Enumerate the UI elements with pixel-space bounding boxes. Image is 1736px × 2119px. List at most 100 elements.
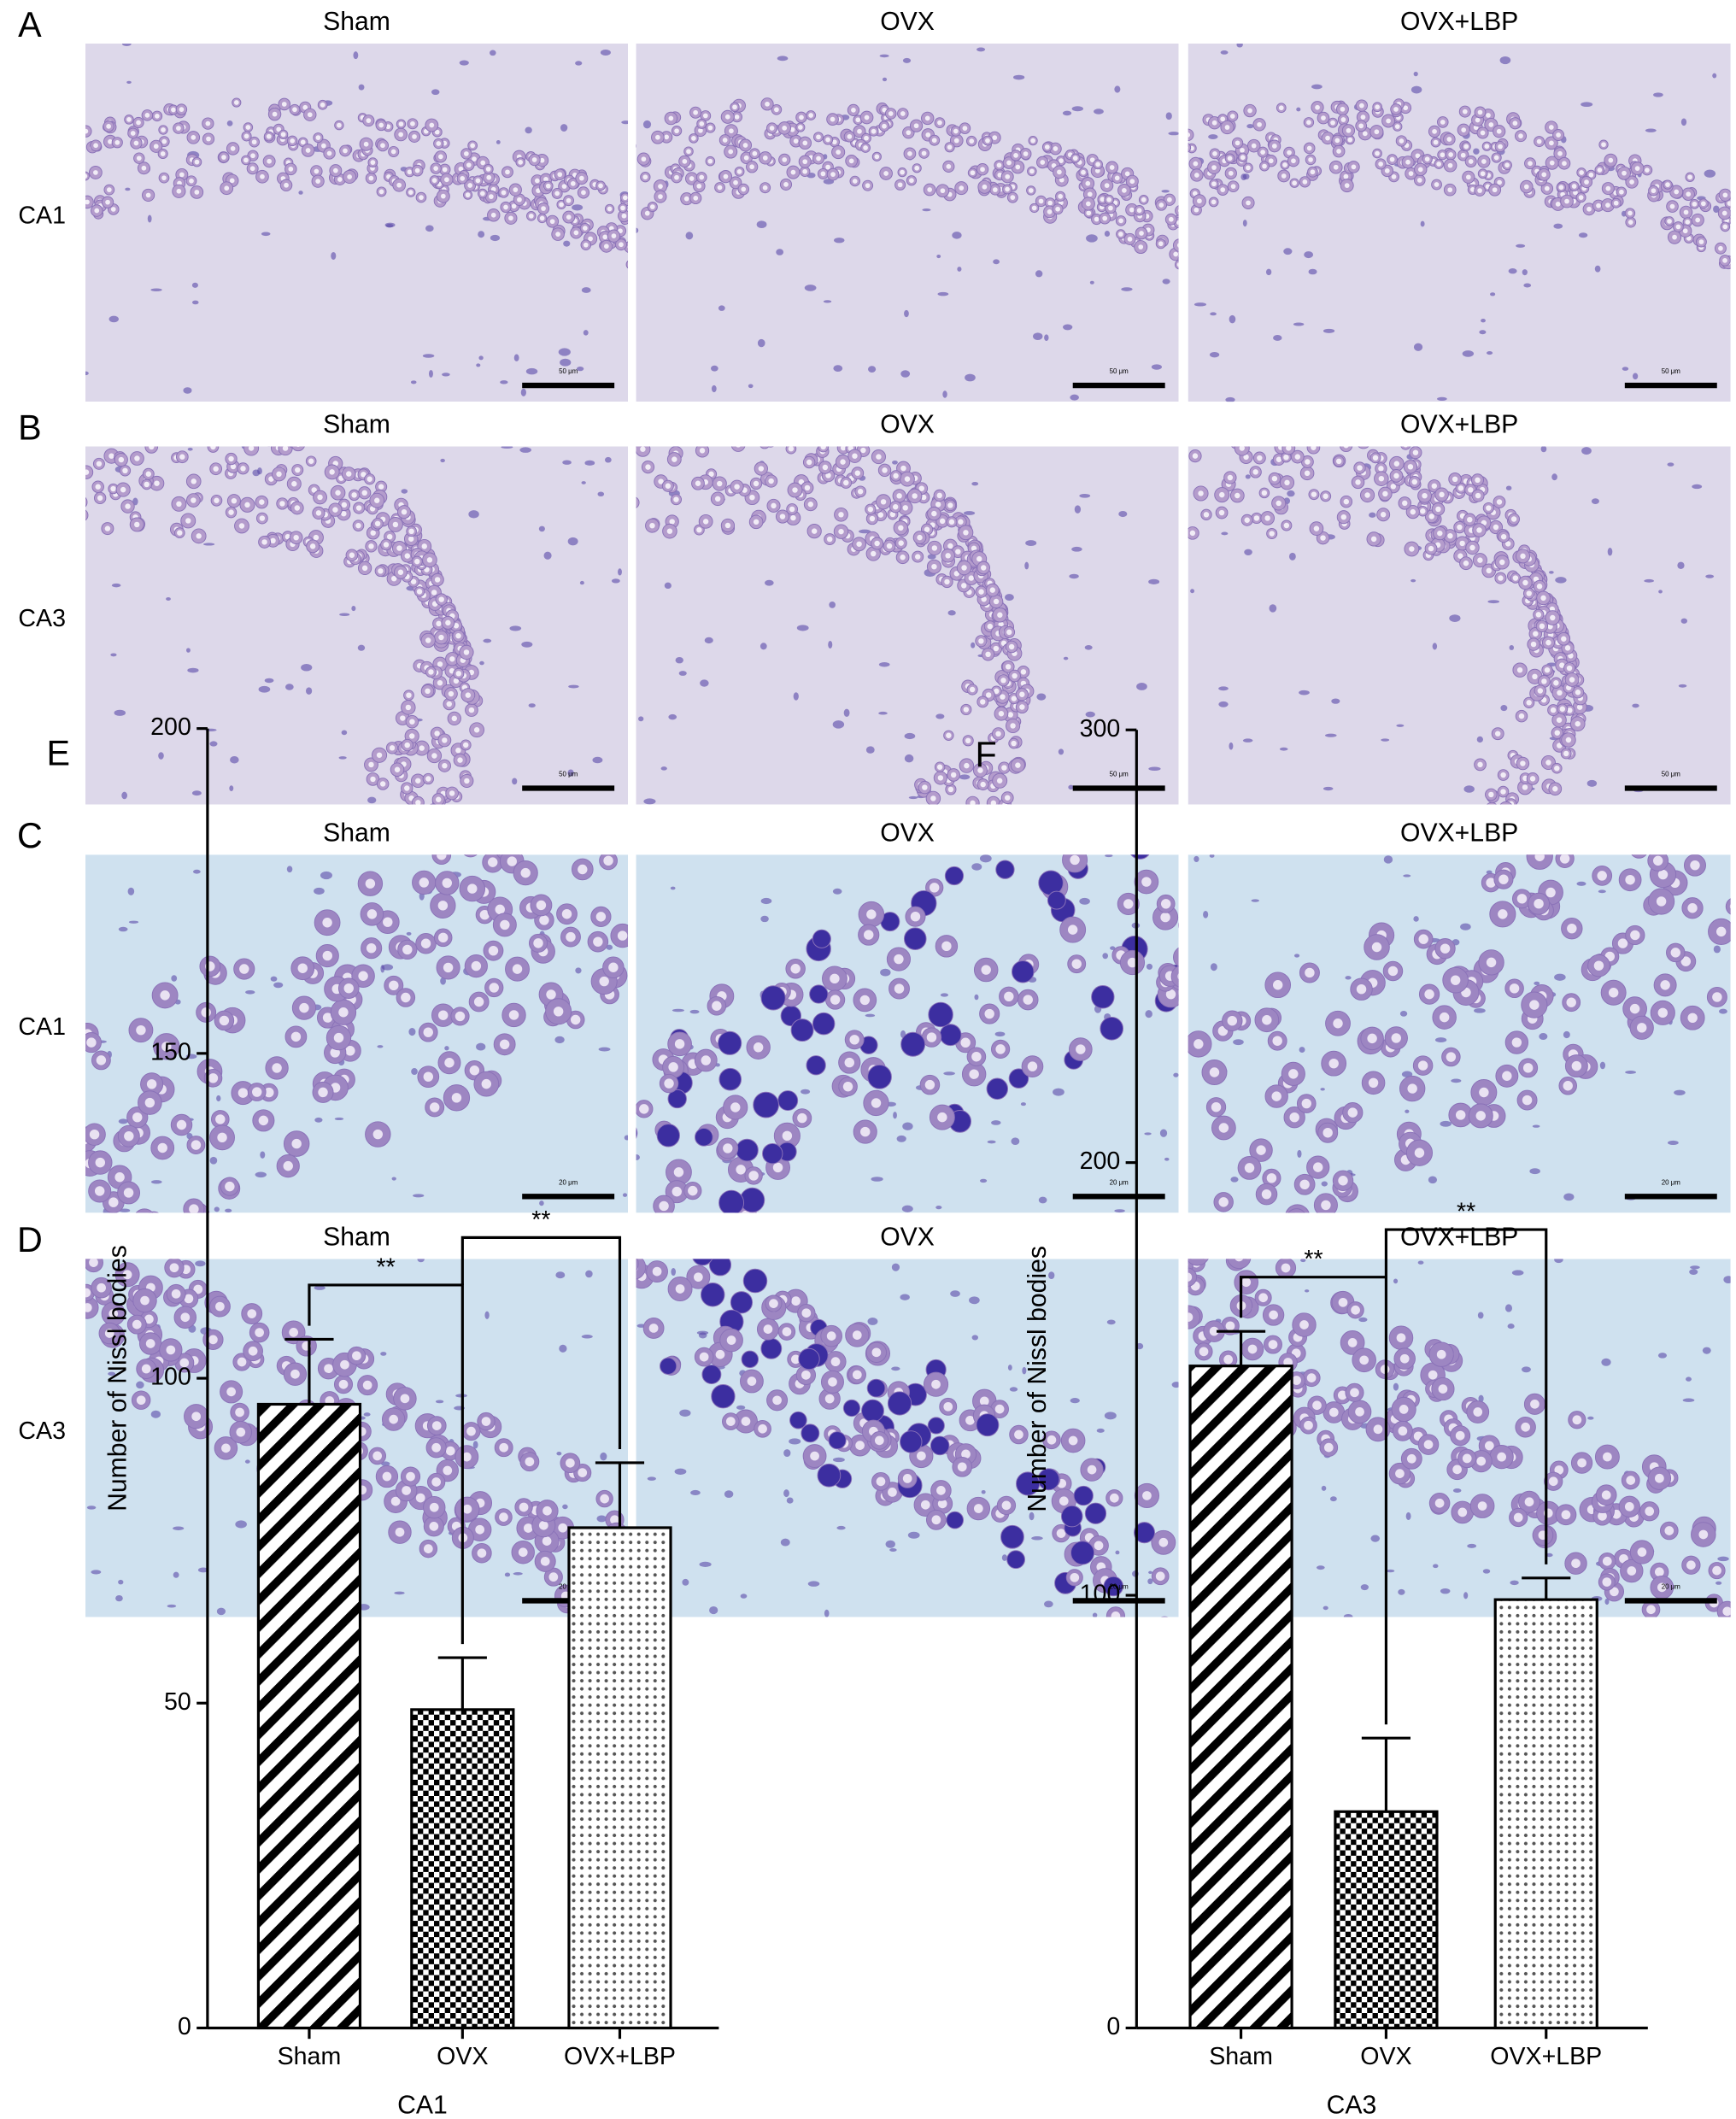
neuron <box>142 425 156 439</box>
nucleus <box>1006 160 1012 166</box>
nucleus <box>1104 183 1110 188</box>
nucleus <box>378 122 384 128</box>
nucleus <box>1701 201 1706 207</box>
glial-cell <box>1136 683 1147 690</box>
nucleus <box>280 132 286 138</box>
neuron <box>730 446 746 452</box>
nucleus <box>153 144 159 150</box>
nucleus <box>366 118 372 123</box>
glial-cell <box>110 653 117 657</box>
nucleus <box>673 496 679 502</box>
nucleus <box>1575 720 1581 727</box>
nucleus <box>1409 546 1415 552</box>
neuron <box>1047 890 1066 910</box>
neuron <box>903 927 927 951</box>
nucleus <box>763 435 768 440</box>
nucleus <box>314 168 320 174</box>
neuron <box>1227 410 1238 421</box>
nucleus <box>699 448 706 454</box>
nucleus <box>893 473 899 479</box>
nucleus <box>270 537 276 544</box>
neuron <box>1523 825 1537 839</box>
nucleus <box>860 1126 871 1137</box>
nucleus <box>536 900 547 911</box>
nucleus <box>1055 206 1060 212</box>
glial-cell <box>1505 485 1512 490</box>
nucleus <box>797 1112 807 1124</box>
glial-cell <box>150 288 162 291</box>
nucleus <box>945 553 951 559</box>
glial-cell <box>298 191 303 195</box>
nucleus <box>1705 813 1715 822</box>
nucleus <box>155 113 160 119</box>
glial-cell <box>191 300 199 305</box>
glial-cell <box>1599 1061 1606 1070</box>
nucleus <box>900 111 906 116</box>
glial-cell <box>636 227 639 233</box>
nucleus <box>742 143 748 148</box>
glial-cell <box>1712 73 1717 79</box>
glial-cell <box>435 1400 444 1404</box>
nucleus <box>859 995 871 1006</box>
nucleus <box>948 519 955 525</box>
nucleus <box>807 502 814 508</box>
nucleus <box>668 115 674 121</box>
nucleus <box>1271 144 1277 149</box>
nucleus <box>689 176 695 181</box>
glial-cell <box>1033 332 1043 340</box>
nucleus <box>863 145 868 150</box>
nucleus <box>762 185 768 191</box>
nucleus <box>1306 120 1311 126</box>
neuron <box>135 1208 154 1213</box>
nucleus <box>479 191 485 197</box>
nucleus <box>1665 182 1670 187</box>
glial-cell <box>1194 855 1199 862</box>
nucleus <box>205 120 211 126</box>
nucleus <box>1522 1095 1533 1106</box>
glial-cell <box>567 537 578 546</box>
nucleus <box>355 522 361 529</box>
glial-cell <box>543 551 552 560</box>
nucleus <box>696 526 702 533</box>
nucleus <box>582 226 588 231</box>
nucleus <box>464 778 470 784</box>
nucleus <box>1461 127 1467 133</box>
nucleus <box>361 490 367 496</box>
nucleus <box>1597 167 1603 173</box>
neuron <box>636 1127 638 1139</box>
neuron <box>1284 419 1297 431</box>
nucleus <box>1076 1044 1086 1054</box>
glial-cell <box>512 778 518 785</box>
nucleus <box>442 762 448 769</box>
nucleus <box>251 139 257 145</box>
nucleus <box>1500 772 1506 778</box>
nucleus <box>470 143 475 149</box>
nucleus <box>96 1055 107 1065</box>
nucleus <box>1273 980 1283 990</box>
nucleus <box>1356 984 1367 995</box>
nucleus <box>955 549 961 555</box>
glial-cell <box>476 1042 486 1051</box>
nucleus <box>431 833 437 838</box>
glial-cell <box>902 57 912 63</box>
nucleus <box>1504 806 1509 811</box>
neuron <box>1188 143 1192 153</box>
nucleus <box>437 661 443 667</box>
nucleus <box>1319 436 1324 441</box>
glial-cell <box>1036 693 1047 701</box>
neuron <box>1165 408 1179 421</box>
nucleus <box>1467 516 1473 523</box>
nucleus <box>477 831 486 841</box>
nucleus <box>1212 151 1217 156</box>
nucleus <box>607 206 613 212</box>
nucleus <box>1227 1016 1237 1026</box>
glial-cell <box>431 89 440 96</box>
nucleus <box>1389 156 1395 162</box>
nucleus <box>133 429 138 434</box>
glial-cell <box>1105 854 1113 858</box>
nucleus <box>114 139 120 145</box>
nucleus <box>553 1007 564 1017</box>
nucleus <box>1722 224 1728 230</box>
nucleus <box>924 526 930 532</box>
nucleus <box>290 1031 302 1042</box>
